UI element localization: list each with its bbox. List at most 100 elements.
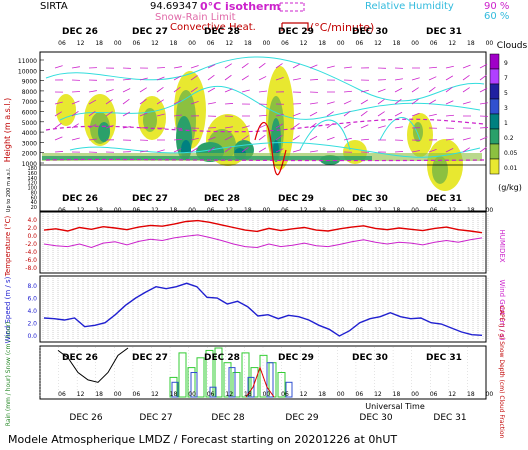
- hour-tick-label: 18: [393, 391, 401, 398]
- wind-arrow: [360, 89, 369, 93]
- rain-bar: [214, 347, 223, 398]
- wind-arrow: [326, 101, 335, 105]
- wind-arrow: [173, 100, 182, 105]
- wind-arrow: [207, 87, 216, 93]
- legend-rh-60: 60 %: [484, 11, 509, 22]
- precip-panel-frame: [39, 345, 487, 400]
- wind-arrow: [462, 137, 471, 141]
- colorbar-cell: [489, 158, 500, 175]
- temp-ytick: 0.0: [27, 233, 37, 240]
- footer-title: Modele Atmospherique LMDZ / Forecast sta…: [8, 433, 397, 446]
- day-label: DEC 29: [278, 27, 314, 37]
- cloud-ytick: 4000: [22, 130, 37, 137]
- hour-tick-label: 18: [393, 40, 401, 47]
- hour-tick-label: 12: [77, 391, 85, 398]
- legend-convective-sample: [281, 22, 309, 31]
- wind-arrow: [71, 66, 80, 69]
- wind-arrow: [275, 148, 284, 153]
- cloud-ytick: 8000: [22, 89, 37, 96]
- hour-tick-label: 18: [467, 40, 475, 47]
- hour-tick-label: 18: [170, 391, 178, 398]
- wind-arrow: [411, 87, 419, 93]
- site-name: SIRTA: [40, 1, 68, 12]
- cloud-ytick-low: 40: [31, 200, 37, 206]
- hour-tick-label: 06: [207, 391, 215, 398]
- wind-arrow: [394, 111, 403, 117]
- day-label: DEC 30: [359, 413, 392, 423]
- wind-speed-ylabel: Wind Speed (m / s): [4, 276, 12, 343]
- hour-tick-label: 18: [244, 391, 252, 398]
- wind-arrow: [122, 78, 131, 81]
- hour-tick-label: 06: [133, 40, 141, 47]
- wind-arrow: [479, 102, 488, 105]
- wind-arrow: [156, 149, 165, 153]
- wind-arrow: [190, 87, 198, 93]
- cloud-layers: [42, 56, 485, 191]
- wind-arrow: [139, 77, 148, 81]
- wind-arrow: [54, 151, 64, 153]
- wind-arrow: [275, 134, 283, 141]
- wind-arrow: [88, 138, 97, 141]
- cloud-ytick-low: 60: [31, 195, 37, 201]
- wind-arrow: [190, 101, 199, 105]
- wind-arrow: [445, 65, 454, 69]
- hour-tick-label: 06: [356, 207, 364, 214]
- hour-tick-label: 12: [448, 207, 456, 214]
- hour-tick-label: 18: [244, 40, 252, 47]
- hour-tick-label: 00: [263, 391, 271, 398]
- temp-ytick: 4.0: [27, 217, 37, 224]
- wind-arrow: [173, 114, 182, 117]
- hour-tick-label: 00: [486, 40, 494, 47]
- wind-arrow: [139, 112, 148, 117]
- wind-arrow: [71, 100, 80, 105]
- wind-arrow: [411, 112, 420, 117]
- wind-arrow: [462, 101, 471, 105]
- humidex-ylabel: HUMIDEX: [498, 229, 506, 262]
- hour-tick-label: 00: [411, 40, 419, 47]
- wind-arrow: [445, 75, 454, 81]
- wind-arrow: [292, 63, 301, 69]
- wind-arrow: [105, 111, 113, 117]
- wind-arrow: [71, 110, 79, 117]
- hour-tick-label: 18: [170, 40, 178, 47]
- convective-line: [254, 122, 287, 176]
- wind-arrow: [309, 111, 318, 117]
- hour-tick-label: 12: [151, 391, 159, 398]
- wind-arrow: [411, 77, 420, 81]
- wind-arrow: [258, 76, 267, 81]
- wind-arrow: [88, 90, 97, 93]
- wind-arrow: [462, 64, 471, 69]
- snow-bar: [190, 372, 198, 398]
- cloud-ytick: 6000: [22, 110, 37, 117]
- wind-arrow: [411, 150, 420, 153]
- wind-arrow: [326, 111, 334, 117]
- hour-tick-label: 06: [356, 40, 364, 47]
- wind-arrow: [445, 86, 453, 93]
- hour-tick-label: 18: [467, 391, 475, 398]
- colorbar-cell: [489, 143, 500, 160]
- wind-arrow: [428, 99, 437, 105]
- wind-arrow: [207, 136, 216, 141]
- wind-arrow: [105, 125, 114, 129]
- hour-tick-label: 00: [337, 391, 345, 398]
- temp-ytick: -2.0: [25, 241, 37, 248]
- temp-ytick: -8.0: [25, 265, 37, 272]
- wind-arrow: [207, 74, 215, 81]
- wind-arrow: [156, 76, 165, 81]
- wind-arrow: [207, 64, 216, 69]
- wind-speed-line: [43, 282, 483, 337]
- wind-arrow: [445, 114, 455, 117]
- hour-tick-label: 12: [300, 40, 308, 47]
- wind-arrow: [343, 100, 352, 105]
- wind-arrow: [54, 101, 63, 105]
- wind-arrow: [156, 99, 164, 105]
- wind-arrow: [241, 89, 250, 93]
- day-label: DEC 27: [132, 27, 168, 37]
- wind-arrow: [292, 149, 301, 153]
- wind-arrows-icon: [54, 62, 489, 153]
- day-label: DEC 27: [132, 353, 168, 363]
- cloud-colorbar-title: Clouds: [497, 41, 528, 51]
- day-label: DEC 28: [211, 413, 244, 423]
- wind-ytick: 4.0: [27, 308, 37, 315]
- wind-arrow: [224, 135, 233, 141]
